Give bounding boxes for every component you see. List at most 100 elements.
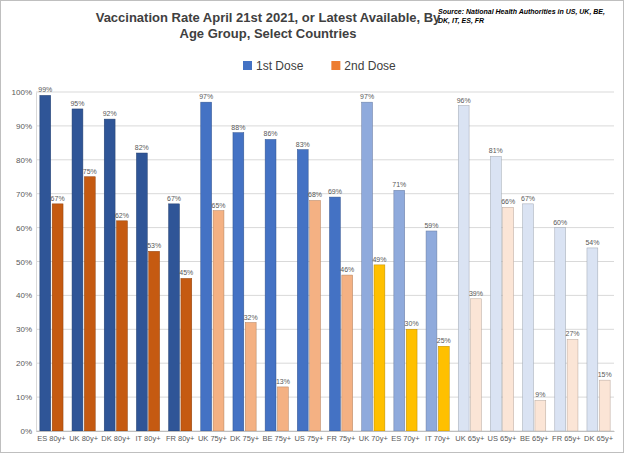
data-label: 97%: [360, 93, 374, 100]
legend-label: 1st Dose: [256, 59, 304, 73]
x-tick-label: DK 65y+: [584, 434, 614, 443]
x-tick: UK 65y+: [455, 431, 485, 443]
y-tick: 30%: [16, 325, 36, 334]
x-tick-label: IT 80y+: [135, 434, 161, 443]
x-tick: UK 75y+: [198, 431, 228, 443]
data-label: 30%: [405, 320, 419, 327]
bar: [599, 380, 610, 431]
legend-swatch: [331, 61, 340, 70]
x-tick: BE 75y+: [262, 431, 291, 443]
data-label: 67%: [167, 195, 181, 202]
bar: [587, 248, 598, 431]
bar: [84, 177, 95, 431]
data-label: 13%: [276, 378, 290, 385]
x-tick: FR 65y+: [552, 431, 581, 443]
legend-item: 2nd Dose: [331, 59, 396, 73]
bar: [297, 150, 308, 431]
text-line: Vaccination Rate April 21st 2021, or Lat…: [96, 10, 441, 25]
y-tick-label: 80%: [16, 156, 32, 165]
bar: [233, 133, 244, 431]
bar: [567, 339, 578, 431]
x-tick-label: BE 75y+: [262, 434, 291, 443]
data-label: 97%: [199, 93, 213, 100]
data-label: 92%: [103, 110, 117, 117]
bar: [374, 265, 385, 431]
bars: [40, 95, 610, 431]
x-tick-label: FR 65y+: [552, 434, 581, 443]
x-axis-line: [37, 431, 615, 432]
data-label: 45%: [179, 269, 193, 276]
bar: [471, 299, 482, 431]
data-label: 66%: [501, 198, 515, 205]
y-tick-label: 10%: [16, 393, 32, 402]
x-tick-label: ES 80y+: [37, 434, 66, 443]
data-label: 71%: [392, 181, 406, 188]
bar: [169, 204, 180, 431]
data-label: 53%: [147, 242, 161, 249]
bar: [52, 204, 63, 431]
data-label: 59%: [424, 222, 438, 229]
data-label: 88%: [231, 124, 245, 131]
y-axis: 0%10%20%30%40%50%60%70%80%90%100%: [12, 88, 37, 436]
bar: [458, 106, 469, 431]
x-tick: FR 80y+: [166, 431, 195, 443]
data-label: 27%: [566, 330, 580, 337]
x-tick: DK 75y+: [230, 431, 260, 443]
x-tick-label: DK 75y+: [230, 434, 260, 443]
bar: [394, 190, 405, 431]
x-tick: US 75y+: [294, 431, 324, 443]
y-tick: 20%: [16, 359, 36, 368]
x-tick: IT 80y+: [135, 431, 161, 443]
x-tick-label: DK 80y+: [101, 434, 131, 443]
bar: [523, 204, 534, 431]
data-label: 96%: [457, 97, 471, 104]
y-tick: 50%: [16, 258, 36, 267]
x-tick-label: US 65y+: [488, 434, 518, 443]
bar: [265, 139, 276, 431]
x-tick: BE 65y+: [520, 431, 549, 443]
data-label: 67%: [521, 195, 535, 202]
y-tick-label: 100%: [12, 88, 32, 97]
source-note: Source: National Health Authorities in U…: [438, 8, 605, 25]
bar: [201, 102, 212, 431]
data-label: 60%: [553, 219, 567, 226]
x-tick-label: UK 65y+: [455, 434, 485, 443]
y-tick: 60%: [16, 224, 36, 233]
data-label: 9%: [535, 391, 545, 398]
x-tick-label: UK 75y+: [198, 434, 228, 443]
legend-swatch: [243, 61, 252, 70]
data-label: 75%: [83, 168, 97, 175]
bar: [330, 197, 341, 431]
y-tick: 40%: [16, 291, 36, 300]
y-tick-label: 50%: [16, 258, 32, 267]
data-label: 95%: [70, 100, 84, 107]
x-tick: DK 80y+: [101, 431, 131, 443]
x-tick: US 65y+: [488, 431, 518, 443]
text-line: Age Group, Select Countries: [180, 26, 357, 41]
x-tick: DK 65y+: [584, 431, 614, 443]
x-tick: IT 70y+: [425, 431, 451, 443]
grid-line: [36, 92, 614, 93]
legend: 1st Dose 2nd Dose: [243, 59, 396, 73]
grid: [36, 92, 614, 431]
y-tick: 10%: [16, 393, 36, 402]
data-label: 99%: [38, 86, 52, 93]
data-label: 62%: [115, 212, 129, 219]
bar: [136, 153, 147, 431]
data-label: 68%: [308, 191, 322, 198]
y-tick-label: 20%: [16, 359, 32, 368]
x-tick: UK 80y+: [69, 431, 99, 443]
bar: [438, 346, 449, 431]
data-label: 82%: [135, 144, 149, 151]
data-label: 32%: [244, 314, 258, 321]
chart: Vaccination Rate April 21st 2021, or Lat…: [0, 0, 624, 453]
title: Vaccination Rate April 21st 2021, or Lat…: [96, 10, 441, 41]
bar: [277, 387, 288, 431]
data-label: 25%: [437, 337, 451, 344]
x-tick: UK 70y+: [359, 431, 389, 443]
x-tick-label: UK 70y+: [359, 434, 389, 443]
data-label: 65%: [212, 202, 226, 209]
bar: [342, 275, 353, 431]
bar: [535, 400, 546, 431]
grid-line: [36, 125, 614, 126]
